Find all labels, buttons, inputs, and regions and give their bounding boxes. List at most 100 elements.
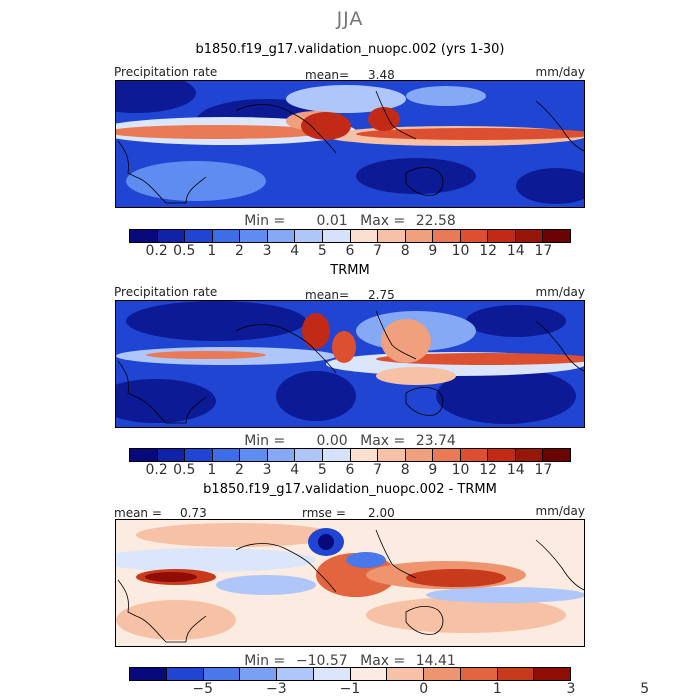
field-monsoon-maximum	[301, 112, 351, 140]
panel-1-min-label: Min =	[244, 213, 286, 229]
colorbar-level-label: 3	[262, 462, 272, 478]
colorbar-swatch	[497, 668, 535, 680]
colorbar-level-label: 12	[479, 243, 498, 259]
colorbar-swatch	[130, 668, 167, 680]
coastline	[405, 167, 444, 196]
colorbar-swatch	[185, 230, 213, 242]
panel-1-mean-label: mean=	[305, 68, 350, 82]
panel-2-mean-value: 2.75	[368, 288, 395, 302]
field-dry-region	[276, 371, 356, 421]
colorbar-swatch	[240, 449, 268, 461]
colorbar-swatch	[313, 668, 351, 680]
coastline	[535, 539, 584, 591]
colorbar-level-label: 6	[345, 462, 355, 478]
colorbar-swatch	[433, 449, 461, 461]
panel-3-max-value: 14.41	[415, 653, 456, 669]
colorbar-swatch	[405, 230, 434, 242]
coastline	[535, 100, 584, 152]
colorbar-swatch	[378, 449, 406, 461]
colorbar-swatch	[277, 668, 314, 680]
colorbar-swatch	[212, 230, 241, 242]
panel-1-colorbar	[129, 229, 571, 243]
panel-3-min-label: Min =	[244, 653, 286, 669]
colorbar-level-label: 2	[235, 243, 244, 259]
colorbar-swatch	[203, 668, 241, 680]
colorbar-level-label: 0.5	[173, 243, 196, 259]
panel-1-variable-label: Precipitation rate	[114, 65, 218, 79]
field-positive-anomaly	[145, 572, 197, 582]
colorbar-level-label: 0.5	[173, 462, 196, 478]
field-positive-anomaly	[366, 597, 566, 633]
panel-2-max-value: 23.74	[415, 433, 456, 449]
colorbar-swatch	[185, 449, 213, 461]
panel-3-title: b1850.f19_g17.validation_nuopc.002 - TRM…	[203, 482, 497, 497]
field-monsoon-maximum	[332, 331, 356, 363]
panel-3-colorbar-labels: −5 −3 −1 0 1 3 5	[129, 681, 649, 699]
colorbar-swatch	[378, 230, 406, 242]
coastline	[235, 104, 337, 154]
colorbar-level-label: 14	[506, 243, 525, 259]
colorbar-level-label: 2	[235, 462, 244, 478]
panel-3-min-value: −10.57	[295, 653, 348, 669]
colorbar-swatch	[350, 230, 379, 242]
panel-2-max-label: Max =	[360, 433, 406, 449]
coastline	[235, 324, 337, 374]
colorbar-level-label: 1	[492, 681, 502, 697]
panel-2-colorbar-labels: 0.2 0.5 1 2 3 4 5 6 7 8 9 10 12 14 17	[129, 462, 571, 480]
coastline	[375, 90, 417, 140]
field-dry-region	[516, 168, 584, 204]
panel-3-map-field	[116, 520, 584, 646]
colorbar-swatch	[515, 449, 544, 461]
coastline	[117, 140, 207, 204]
field-itcz-band	[116, 125, 326, 139]
colorbar-swatch	[543, 230, 570, 242]
coastline	[117, 579, 207, 643]
panel-3-max-label: Max =	[360, 653, 406, 669]
colorbar-swatch	[322, 230, 351, 242]
colorbar-level-label: 10	[451, 243, 470, 259]
field-positive-anomaly	[116, 600, 236, 640]
colorbar-level-label: 9	[428, 462, 438, 478]
panel-1-minmax: Min = 0.01 Max = 22.58	[0, 213, 700, 229]
colorbar-level-label: 8	[400, 243, 410, 259]
colorbar-swatch	[267, 230, 296, 242]
colorbar-swatch	[488, 230, 516, 242]
panel-1-title: b1850.f19_g17.validation_nuopc.002 (yrs …	[195, 42, 505, 57]
colorbar-level-label: 14	[506, 462, 525, 478]
colorbar-swatch	[350, 668, 388, 680]
field-itcz-band	[146, 351, 266, 359]
panel-2-min-label: Min =	[244, 433, 286, 449]
panel-3-map	[115, 519, 585, 647]
colorbar-swatch	[267, 449, 296, 461]
field-dry-region	[466, 305, 566, 337]
colorbar-level-label: 8	[400, 462, 410, 478]
colorbar-level-label: 7	[373, 243, 383, 259]
colorbar-swatch	[240, 230, 268, 242]
field-negative-anomaly	[346, 552, 386, 568]
field-moderate-region	[376, 367, 456, 385]
colorbar-level-label: 4	[290, 462, 300, 478]
field-moderate-region	[406, 86, 486, 106]
colorbar-level-label: −1	[339, 681, 361, 697]
field-negative-anomaly	[426, 587, 584, 603]
coastline	[535, 320, 584, 372]
field-dry-region	[116, 81, 196, 113]
panel-2-min-value: 0.00	[316, 433, 348, 449]
colorbar-swatch	[405, 449, 434, 461]
coastline	[375, 529, 417, 579]
colorbar-level-label: 5	[640, 681, 650, 697]
colorbar-level-label: 0.2	[145, 462, 168, 478]
colorbar-swatch	[387, 668, 424, 680]
field-dry-region	[126, 301, 306, 341]
colorbar-swatch	[322, 449, 351, 461]
field-itcz-band	[376, 353, 584, 365]
panel-3-mean-label: mean =	[114, 506, 162, 520]
colorbar-swatch	[240, 668, 277, 680]
field-positive-anomaly	[406, 569, 506, 587]
panel-1-mean-value: 3.48	[368, 68, 395, 82]
colorbar-level-label: 7	[373, 462, 383, 478]
colorbar-level-label: 3	[566, 681, 576, 697]
panel-2-mean-label: mean=	[305, 288, 350, 302]
panel-3-minmax: Min = −10.57 Max = 14.41	[0, 653, 700, 669]
colorbar-swatch	[543, 449, 570, 461]
